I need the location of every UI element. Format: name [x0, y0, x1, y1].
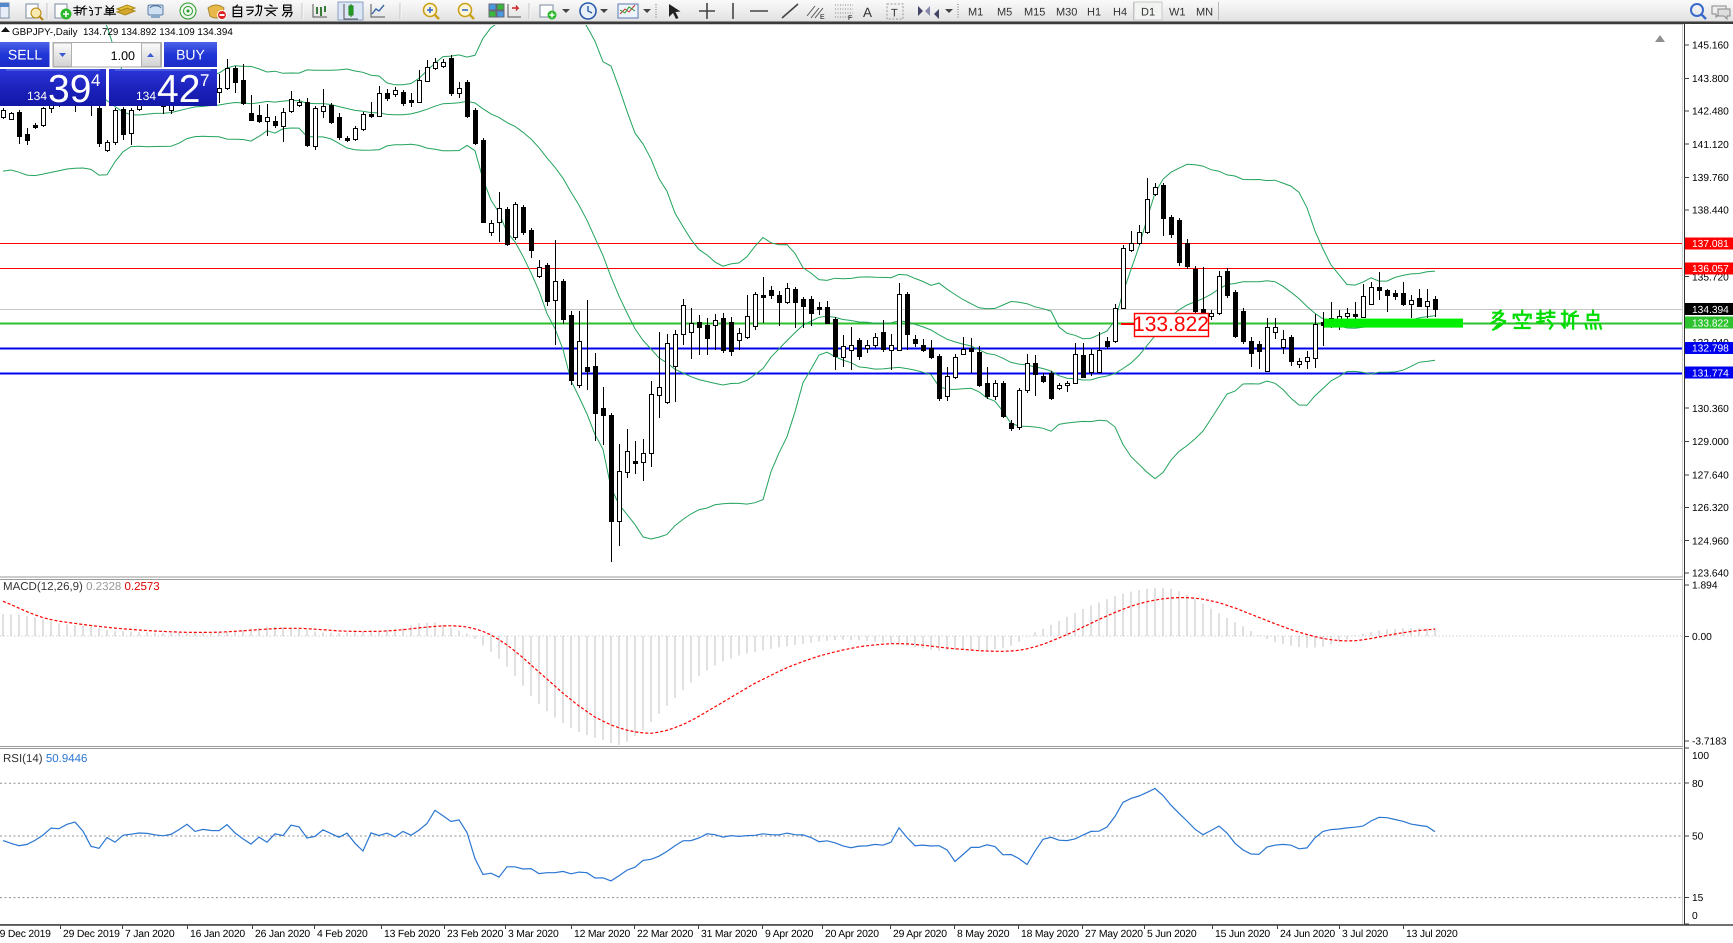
- svg-text:39: 39: [48, 68, 91, 111]
- svg-text:139.760: 139.760: [1692, 173, 1729, 184]
- svg-text:MACD(12,26,9) 0.2328 0.2573: MACD(12,26,9) 0.2328 0.2573: [3, 581, 160, 593]
- svg-text:135.720: 135.720: [1692, 272, 1729, 283]
- svg-text:3 Jul 2020: 3 Jul 2020: [1342, 929, 1388, 940]
- svg-text:124.960: 124.960: [1692, 536, 1729, 547]
- svg-text:15 Jun 2020: 15 Jun 2020: [1215, 929, 1270, 940]
- svg-text:138.440: 138.440: [1692, 206, 1729, 217]
- svg-text:M30: M30: [1056, 7, 1077, 19]
- svg-text:134: 134: [27, 89, 47, 103]
- svg-text:31 Mar 2020: 31 Mar 2020: [701, 929, 758, 940]
- svg-text:M1: M1: [968, 7, 983, 19]
- svg-text:137.081: 137.081: [1692, 239, 1729, 250]
- svg-text:12 Mar 2020: 12 Mar 2020: [574, 929, 631, 940]
- svg-text:123.640: 123.640: [1692, 569, 1729, 580]
- svg-text:E: E: [820, 14, 825, 21]
- svg-text:29 Apr 2020: 29 Apr 2020: [893, 929, 947, 940]
- svg-text:T: T: [891, 8, 898, 20]
- svg-text:MN: MN: [1196, 7, 1213, 19]
- svg-text:M15: M15: [1024, 7, 1045, 19]
- svg-text:141.120: 141.120: [1692, 140, 1729, 151]
- svg-text:50: 50: [1692, 832, 1704, 843]
- svg-text:4 Feb 2020: 4 Feb 2020: [317, 929, 368, 940]
- svg-text:H1: H1: [1087, 7, 1101, 19]
- svg-text:29 Dec 2019: 29 Dec 2019: [63, 929, 120, 940]
- svg-text:SELL: SELL: [8, 47, 42, 63]
- svg-text:7: 7: [200, 71, 209, 90]
- svg-text:126.320: 126.320: [1692, 503, 1729, 514]
- svg-text:143.800: 143.800: [1692, 74, 1729, 85]
- svg-text:4: 4: [91, 71, 100, 90]
- svg-text:42: 42: [157, 68, 200, 111]
- svg-text:131.774: 131.774: [1692, 368, 1729, 379]
- svg-text:127.640: 127.640: [1692, 471, 1729, 482]
- svg-text:133.822: 133.822: [1133, 313, 1209, 336]
- svg-text:D1: D1: [1141, 7, 1155, 19]
- svg-text:145.160: 145.160: [1692, 41, 1729, 52]
- svg-text:129.000: 129.000: [1692, 437, 1729, 448]
- svg-text:22 Mar 2020: 22 Mar 2020: [637, 929, 694, 940]
- svg-text:26 Jan 2020: 26 Jan 2020: [255, 929, 310, 940]
- svg-text:20 Apr 2020: 20 Apr 2020: [825, 929, 879, 940]
- svg-text:8 May 2020: 8 May 2020: [957, 929, 1010, 940]
- svg-text:-3.7183: -3.7183: [1692, 737, 1727, 748]
- svg-text:142.480: 142.480: [1692, 107, 1729, 118]
- svg-text:1.00: 1.00: [111, 49, 135, 63]
- svg-text:100: 100: [1692, 751, 1709, 762]
- svg-text:H4: H4: [1113, 7, 1127, 19]
- svg-text:7 Jan 2020: 7 Jan 2020: [125, 929, 175, 940]
- svg-text:133.822: 133.822: [1692, 318, 1729, 329]
- svg-text:GBPJPY-,Daily 134.729 134.892: GBPJPY-,Daily 134.729 134.892 134.109 13…: [12, 27, 233, 38]
- svg-text:132.798: 132.798: [1692, 344, 1729, 355]
- svg-text:0.00: 0.00: [1692, 632, 1712, 643]
- svg-text:80: 80: [1692, 779, 1704, 790]
- svg-text:136.057: 136.057: [1692, 264, 1729, 275]
- svg-text:5 Jun 2020: 5 Jun 2020: [1147, 929, 1197, 940]
- svg-text:3 Mar 2020: 3 Mar 2020: [508, 929, 559, 940]
- svg-text:BUY: BUY: [176, 47, 205, 63]
- svg-text:RSI(14) 50.9446: RSI(14) 50.9446: [3, 753, 87, 765]
- svg-text:130.360: 130.360: [1692, 404, 1729, 415]
- svg-text:M5: M5: [997, 7, 1012, 19]
- svg-text:18 May 2020: 18 May 2020: [1021, 929, 1079, 940]
- svg-text:23 Feb 2020: 23 Feb 2020: [447, 929, 504, 940]
- svg-text:16 Jan 2020: 16 Jan 2020: [190, 929, 245, 940]
- svg-text:A: A: [863, 5, 872, 20]
- svg-text:1.894: 1.894: [1692, 581, 1718, 592]
- svg-text:19 Dec 2019: 19 Dec 2019: [0, 929, 51, 940]
- svg-text:27 May 2020: 27 May 2020: [1085, 929, 1143, 940]
- svg-text:134: 134: [136, 89, 156, 103]
- svg-text:0: 0: [1692, 911, 1698, 922]
- svg-text:134.394: 134.394: [1692, 305, 1729, 316]
- svg-text:15: 15: [1692, 893, 1704, 904]
- svg-text:13 Feb 2020: 13 Feb 2020: [384, 929, 441, 940]
- svg-text:F: F: [848, 15, 852, 22]
- svg-text:W1: W1: [1169, 7, 1186, 19]
- svg-text:24 Jun 2020: 24 Jun 2020: [1280, 929, 1335, 940]
- svg-text:13 Jul 2020: 13 Jul 2020: [1406, 929, 1458, 940]
- svg-text:9 Apr 2020: 9 Apr 2020: [765, 929, 814, 940]
